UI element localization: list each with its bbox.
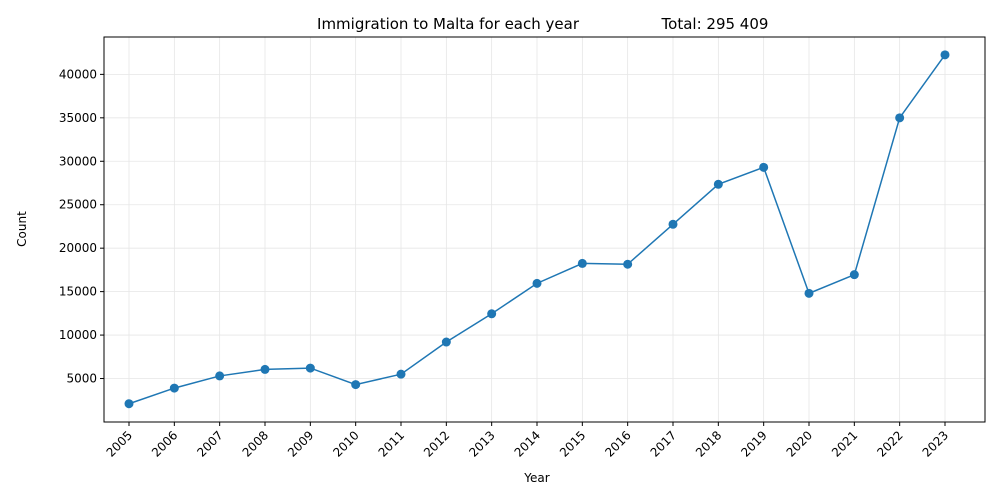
x-tick-label: 2005 [104, 428, 135, 459]
data-point [577, 258, 587, 268]
x-tick-label: 2015 [557, 428, 588, 459]
data-point [668, 219, 678, 229]
x-tick-label: 2010 [330, 428, 361, 459]
x-tick-label: 2007 [194, 428, 225, 459]
data-point [260, 364, 270, 374]
data-point [169, 383, 179, 393]
x-tick-label: 2018 [693, 428, 724, 459]
data-point [124, 399, 134, 409]
y-tick-label: 15000 [59, 285, 97, 299]
data-point [713, 179, 723, 189]
x-tick-label: 2011 [376, 428, 407, 459]
x-tick-label: 2020 [784, 428, 815, 459]
data-point [441, 337, 451, 347]
y-tick-label: 10000 [59, 328, 97, 342]
x-axis: 2005 2006 2007 2008 2009 2010 2011 2012 2013 2014… [104, 422, 951, 460]
x-tick-label: 2021 [829, 428, 860, 459]
x-tick-label: 2023 [920, 428, 951, 459]
x-tick-label: 2006 [149, 428, 180, 459]
data-point [623, 259, 633, 269]
y-tick-label: 25000 [59, 198, 97, 212]
data-point [305, 363, 315, 373]
data-point [351, 380, 361, 390]
x-axis-label: Year [523, 471, 549, 485]
x-tick-label: 2016 [602, 428, 633, 459]
data-point [940, 50, 950, 60]
y-tick-label: 35000 [59, 111, 97, 125]
y-axis-label: Count [15, 211, 29, 247]
x-tick-label: 2022 [874, 428, 905, 459]
y-tick-label: 5000 [66, 372, 97, 386]
x-tick-label: 2014 [512, 428, 543, 459]
data-point [532, 278, 542, 288]
data-point [487, 309, 497, 319]
chart-title: Immigration to Malta for each year [317, 15, 580, 33]
x-tick-label: 2008 [240, 428, 271, 459]
data-point [849, 270, 859, 280]
y-tick-label: 40000 [59, 67, 97, 81]
chart-total: Total: 295 409 [661, 15, 769, 33]
data-point [804, 288, 814, 298]
data-point [396, 369, 406, 379]
x-tick-label: 2017 [648, 428, 679, 459]
x-tick-label: 2009 [285, 428, 316, 459]
plot-area [103, 36, 986, 423]
y-tick-label: 30000 [59, 154, 97, 168]
data-point [215, 371, 225, 381]
y-axis: 5000 10000 15000 20000 25000 30000 35000 40000 [59, 67, 104, 386]
data-point [895, 113, 905, 123]
y-tick-label: 20000 [59, 241, 97, 255]
x-tick-label: 2012 [421, 428, 452, 459]
data-points [124, 50, 950, 409]
grid [104, 37, 985, 422]
data-point [759, 162, 769, 172]
x-tick-label: 2019 [738, 428, 769, 459]
x-tick-label: 2013 [466, 428, 497, 459]
